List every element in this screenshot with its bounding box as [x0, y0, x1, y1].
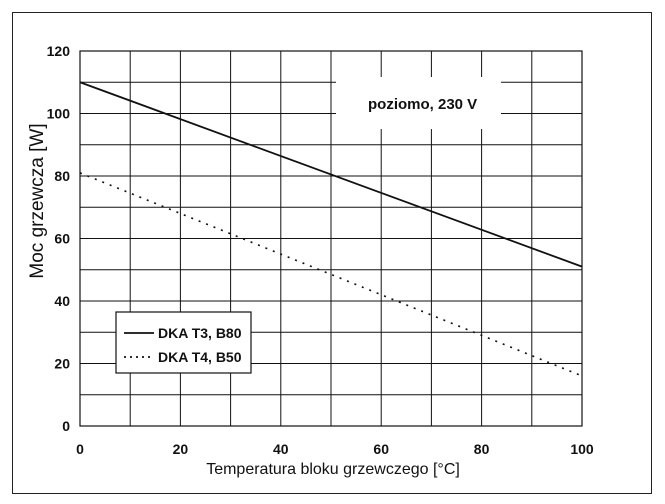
y-tick-label: 40: [54, 293, 70, 309]
x-tick-label: 40: [273, 441, 289, 457]
chart-frame: 0 20 40 60 80 100 120 0 20 40 60 80 100 poziomo, 23…: [12, 12, 652, 494]
annotation-text: poziomo, 230 V: [368, 96, 477, 113]
x-tick-label: 60: [373, 441, 389, 457]
x-tick-label: 20: [173, 441, 189, 457]
x-tick-labels: 0 20 40 60 80 100: [76, 441, 594, 457]
series-lines: [79, 81, 583, 377]
y-axis-label: Moc grzewcza [W]: [27, 123, 48, 278]
line-chart: 0 20 40 60 80 100 120 0 20 40 60 80 100 poziomo, 23…: [27, 43, 594, 478]
x-tick-label: 0: [76, 441, 84, 457]
annotation-box: [336, 77, 501, 129]
x-tick-label: 80: [474, 441, 490, 457]
plot-area-border: [79, 50, 583, 427]
y-tick-label: 20: [54, 356, 70, 372]
legend-label-2: DKA T4, B50: [158, 349, 242, 365]
y-tick-label: 120: [47, 43, 71, 59]
y-tick-labels: 0 20 40 60 80 100 120: [47, 43, 71, 434]
x-tick-label: 100: [570, 441, 594, 457]
legend: DKA T3, B80 DKA T4, B50: [115, 311, 252, 374]
y-tick-label: 100: [47, 106, 71, 122]
x-axis-label: Temperatura bloku grzewczego [°C]: [206, 461, 460, 478]
series-line-1: [79, 81, 583, 268]
y-tick-label: 60: [54, 231, 70, 247]
legend-label-1: DKA T3, B80: [158, 325, 242, 341]
y-tick-label: 80: [54, 168, 70, 184]
legend-box: [115, 311, 252, 374]
y-tick-label: 0: [62, 418, 70, 434]
